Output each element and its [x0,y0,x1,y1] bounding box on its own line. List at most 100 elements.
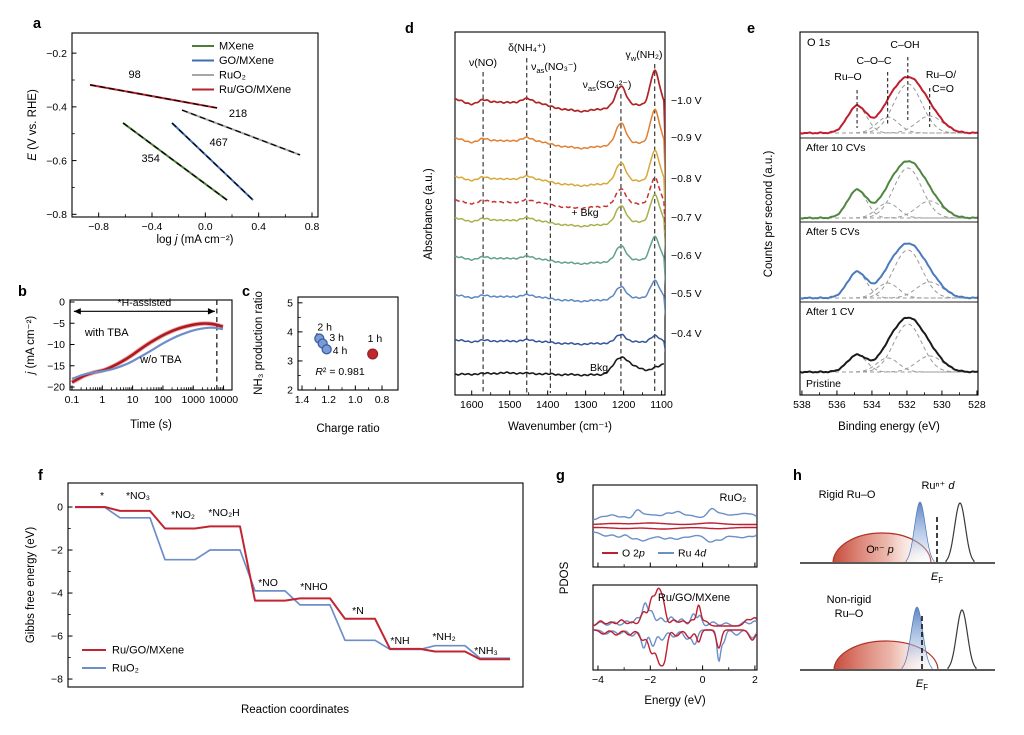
plot-frame [592,484,758,568]
band-label: Rigid Ru–O [819,489,876,501]
panel-letter-c: c [242,284,250,300]
y-tick-label: −5 [53,318,65,330]
y-tick-label: −0.4 [46,102,67,114]
xps-spectrum-after-10-cvs [800,76,978,135]
fit-component [800,105,978,134]
legend-label: MXene [219,41,254,53]
potential-label: −0.8 V [671,173,702,185]
ru-d-empty-band [945,502,975,564]
potential-label: −1.0 V [671,95,702,107]
ftir-spectrum-−0.7-v [455,193,665,254]
legend-label: RuO₂ [112,663,139,675]
band-label: Non-rigid [827,594,872,606]
legend-label: GO/MXene [219,55,274,67]
ftir-spectrum-−1.0-v [455,69,665,166]
ru-d-filled-band [901,606,933,671]
species-label: *NH₂ [432,631,455,643]
potential-label: −0.9 V [671,132,702,144]
x-tick-label: 1.4 [295,394,310,406]
species-label: *NO₃ [126,490,150,502]
panel-letter-a: a [33,16,42,32]
fermi-level-label: EF [931,571,943,585]
subplot-title: RuO₂ [720,492,747,504]
panel-letter-e: e [747,21,755,37]
x-axis-label: Wavenumber (cm⁻¹) [508,421,612,433]
y-axis-label: E (V vs. RHE) [27,89,39,161]
x-tick-label: 534 [863,399,881,411]
y-tick-label: 0 [59,297,65,309]
potential-label: −0.6 V [671,250,702,262]
panel-f: 0 −2 −4 −6 −8 Reaction coordinates Gibbs free … [25,482,524,716]
plot-frame [799,31,979,396]
fit-component [800,281,978,299]
pdos-curve-ru-4d-down [593,531,757,543]
pdos-curve-ru-4d-up [593,507,757,521]
spectrum-label: Pristine [806,378,841,390]
tafel-fit-line [89,84,218,109]
spectrum-label: After 5 CVs [806,226,860,238]
plot-frame [67,482,524,688]
x-axis-label: Reaction coordinates [241,704,349,716]
plot-frame [297,296,399,391]
tafel-line-go-mxene [171,122,254,201]
point-label: 1 h [368,333,383,345]
species-label: *NH [390,635,409,647]
species-label: * [100,490,104,502]
ftir-spectrum-−0.9-v [455,108,665,193]
x-tick-label: 0.0 [198,221,213,233]
ftir-spectrum-−0.8-v [455,149,665,224]
fit-component [800,116,978,134]
tafel-slope-label: 467 [209,137,227,149]
x-tick-label: 1600 [460,399,484,411]
legend-label: O 2p [622,548,645,560]
species-label: *NO₂H [208,507,240,519]
plot-frame [69,299,233,391]
ftir-spectrum-−0.4-v [455,333,665,353]
fit-component [800,167,978,219]
y-tick-label: −8 [51,674,63,686]
vibration-mode-label: νas(NO₃⁻) [531,61,577,75]
band-label: Oⁿ⁻ p [866,544,894,556]
x-tick-label: 2 [752,674,758,686]
y-tick-label: 0 [57,502,63,514]
peak-assignment-label: C–O–C [856,55,891,67]
vibration-mode-label: δ(NH₄⁺) [508,42,546,54]
fit-component [800,323,978,373]
panel-g: RuO₂ −4 −2 0 2 Energy (eV) Ru/GO/MXene O 2p Ru 4… [559,484,758,707]
y-tick-label: −4 [51,588,63,600]
energy-path-ru-go-mxene [75,506,510,661]
y-tick-label: −20 [47,382,65,394]
x-axis-label: Energy (eV) [644,695,706,707]
x-tick-label: 0.4 [251,221,266,233]
ftir-spectrum-bkg [455,356,664,377]
y-tick-label: −10 [47,339,65,351]
curve-label: w/o TBA [139,354,182,366]
r-squared-label: R² = 0.981 [315,366,364,378]
y-axis-label: PDOS [559,561,571,594]
band-label: Ruⁿ⁺ d [921,480,955,492]
x-tick-label: −0.8 [88,221,109,233]
xps-spectrum-after-5-cvs [800,160,978,220]
x-axis-label: Charge ratio [316,423,379,435]
fit-component [800,249,978,299]
x-tick-label: 538 [793,399,811,411]
pdos-curve-o-2p-down [593,629,757,667]
fit-component [800,202,978,219]
peak-assignment-label: C–OH [890,39,919,51]
potential-label: −0.4 V [671,328,702,340]
x-tick-label: 1500 [498,399,522,411]
y-tick-label: 5 [287,298,293,310]
energy-path-ruo₂ [75,506,510,660]
plot-frame [592,584,758,671]
spectrum-label: After 1 CV [806,306,854,318]
x-tick-label: 0.1 [65,394,80,406]
curve-label: + Bkg [571,207,598,219]
x-tick-label: 530 [933,399,951,411]
x-tick-label: 1000 [182,394,206,406]
plot-frame [71,32,319,218]
x-tick-label: 532 [898,399,916,411]
panel-letter-g: g [556,468,565,484]
x-tick-label: 1400 [536,399,560,411]
panel-letter-f: f [38,468,43,484]
